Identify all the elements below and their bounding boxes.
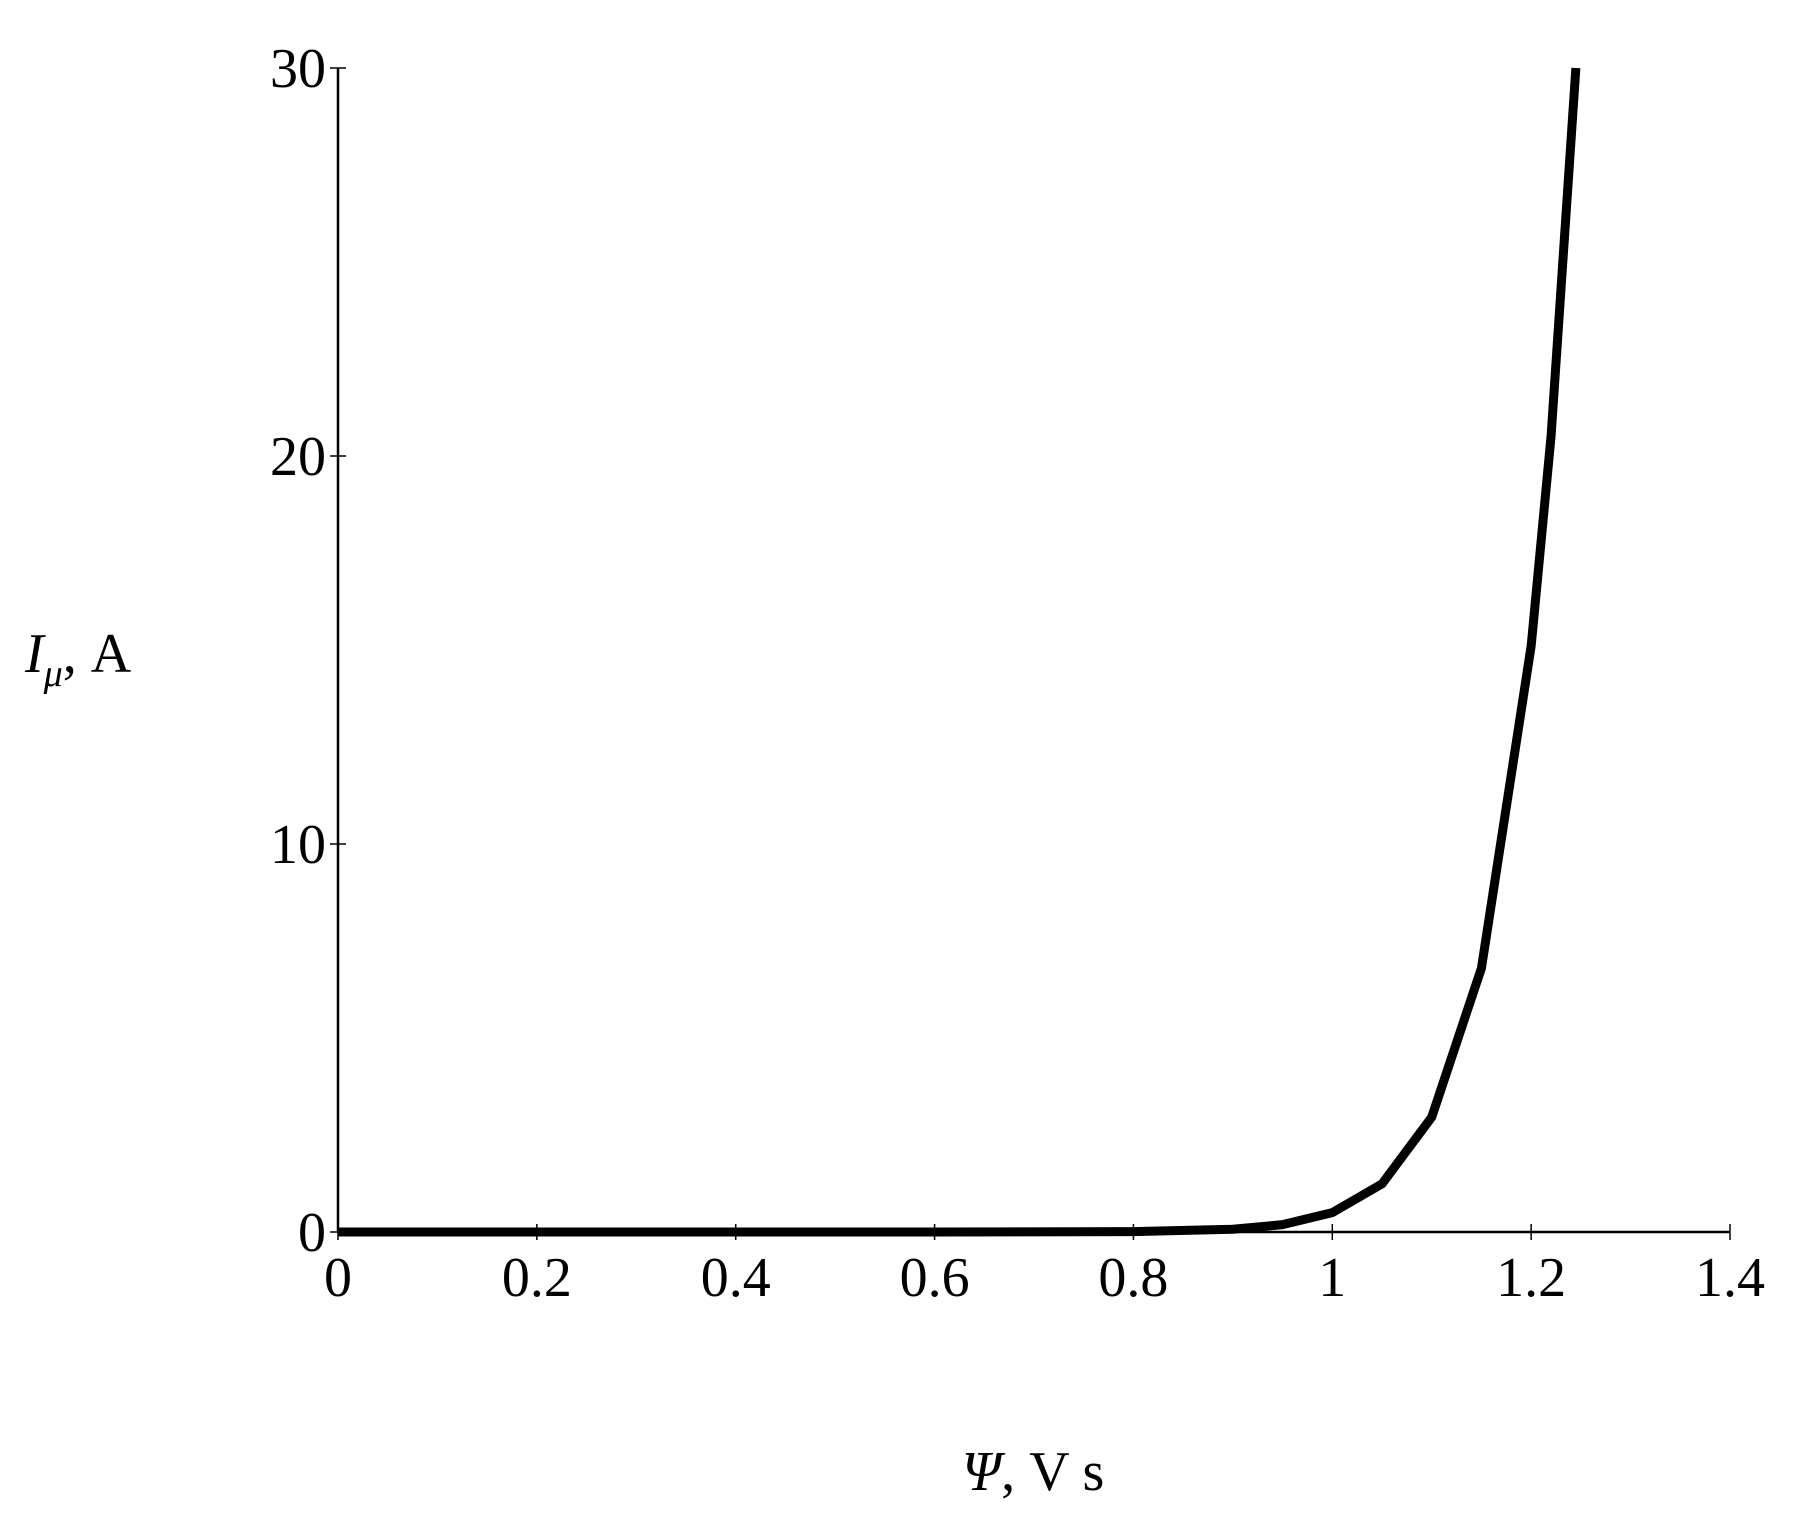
x-tick-label: 1.4	[1695, 1247, 1765, 1309]
x-tick-label: 0.8	[1098, 1247, 1168, 1309]
y-tick-label: 30	[270, 38, 326, 100]
x-tick-label: 0.6	[900, 1247, 970, 1309]
y-label-unit: , A	[63, 623, 132, 685]
x-tick-label: 0	[324, 1247, 352, 1309]
x-tick-label: 0.4	[701, 1247, 771, 1309]
data-line	[338, 67, 1581, 1237]
x-tick-label: 1.2	[1496, 1247, 1566, 1309]
y-tick-label: 0	[298, 1202, 326, 1264]
y-tick-label: 10	[270, 814, 326, 876]
x-label-unit: , V s	[1001, 1441, 1104, 1503]
y-label-subscript: μ	[43, 653, 63, 695]
y-tick-label: 20	[270, 426, 326, 488]
x-label-symbol: Ψ	[962, 1441, 1006, 1503]
x-tick-label: 0.2	[502, 1247, 572, 1309]
y-label-symbol: I	[24, 623, 46, 685]
y-axis-label: Iμ, A	[24, 623, 132, 695]
x-tick-label: 1	[1318, 1247, 1346, 1309]
x-axis-label: Ψ, V s	[962, 1441, 1105, 1503]
